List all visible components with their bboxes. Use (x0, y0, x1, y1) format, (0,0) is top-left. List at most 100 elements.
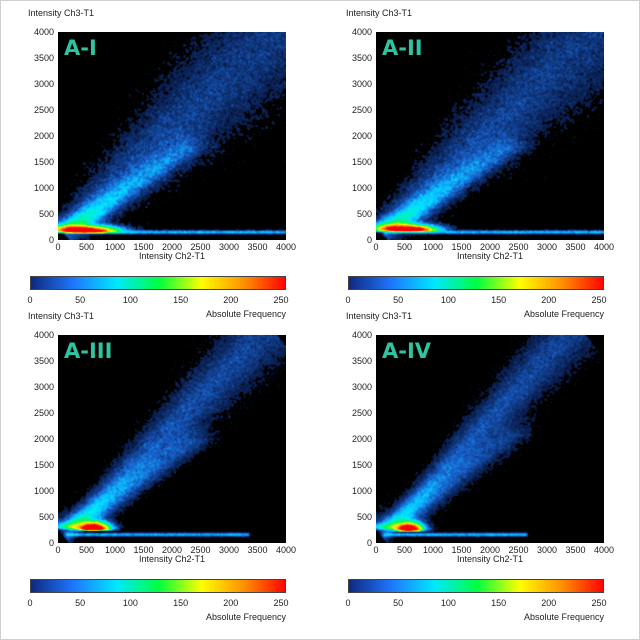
colorbar (30, 579, 286, 593)
x-tick-label: 2500 (190, 545, 211, 555)
density-plot: A-II (376, 32, 604, 240)
y-tick-label: 3500 (33, 53, 54, 63)
x-tick-label: 1500 (451, 545, 472, 555)
panel-a-i: Intensity Ch3-T1 A-I 0 500 1000 1500 2000 2500 3… (8, 8, 308, 319)
y-tick-label: 3000 (351, 382, 372, 392)
y-tick-label: 2000 (351, 131, 372, 141)
colorbar-tick-label: 0 (345, 295, 351, 305)
x-tick-label: 2000 (161, 242, 183, 252)
colorbar-label: Absolute Frequency (523, 309, 604, 319)
panel-a-iv: Intensity Ch3-T1 A-IV 0 500 1000 1500 2000 2500… (326, 311, 626, 622)
y-tick-label: 500 (356, 209, 372, 219)
x-tick-label: 0 (55, 545, 61, 555)
y-tick-label: 1500 (33, 157, 54, 167)
density-heatmap-canvas (58, 32, 286, 240)
y-tick-label: 2500 (351, 408, 372, 418)
panel-tag: A-IV (382, 339, 432, 363)
y-tick-label: 1500 (351, 460, 372, 470)
x-tick-label: 4000 (593, 545, 615, 555)
x-axis-label: Intensity Ch2-T1 (138, 251, 206, 261)
colorbar-tick-label: 150 (173, 598, 189, 608)
colorbar-tick-label: 50 (75, 295, 86, 305)
y-tick-label: 4000 (33, 330, 54, 340)
x-tick-label: 3000 (536, 545, 558, 555)
colorbar-tick-label: 200 (541, 598, 557, 608)
colorbar-tick-label: 100 (440, 295, 456, 305)
colorbar-tick-label: 50 (393, 295, 404, 305)
y-tick-label: 2500 (33, 105, 54, 115)
colorbar (348, 276, 604, 290)
panel-a-iii: Intensity Ch3-T1 A-III 0 500 1000 1500 2000 250… (8, 311, 308, 622)
colorbar-tick-label: 150 (491, 295, 507, 305)
colorbar-tick-label: 0 (27, 598, 33, 608)
x-tick-label: 1000 (422, 545, 444, 555)
y-tick-label: 3500 (33, 356, 54, 366)
x-tick-label: 1000 (422, 242, 444, 252)
x-tick-label: 0 (55, 242, 61, 252)
colorbar-label: Absolute Frequency (523, 612, 604, 622)
y-tick-label: 500 (356, 512, 372, 522)
y-tick-label: 0 (48, 538, 54, 548)
y-tick-label: 0 (366, 538, 372, 548)
density-plot: A-I (58, 32, 286, 240)
y-tick-label: 1500 (351, 157, 372, 167)
density-plot: A-IV (376, 335, 604, 543)
colorbar-tick-label: 250 (591, 598, 607, 608)
x-tick-label: 0 (373, 242, 379, 252)
x-tick-label: 3000 (218, 242, 240, 252)
y-tick-label: 500 (38, 512, 54, 522)
colorbar-tick-label: 50 (75, 598, 86, 608)
colorbar-gradient (349, 277, 603, 289)
y-tick-label: 2000 (351, 434, 372, 444)
y-tick-label: 2500 (351, 105, 372, 115)
x-tick-label: 500 (396, 242, 413, 252)
y-tick-label: 2000 (33, 131, 54, 141)
y-tick-label: 3500 (351, 53, 372, 63)
colorbar (30, 276, 286, 290)
density-heatmap-canvas (58, 335, 286, 543)
y-tick-label: 4000 (351, 330, 372, 340)
x-tick-label: 3000 (536, 242, 558, 252)
y-tick-label: 2000 (33, 434, 54, 444)
x-tick-label: 2500 (508, 545, 529, 555)
colorbar-tick-label: 50 (393, 598, 404, 608)
colorbar-gradient (31, 580, 285, 592)
panel-tag: A-I (64, 36, 97, 60)
x-tick-label: 500 (78, 545, 95, 555)
y-tick-label: 4000 (351, 27, 372, 37)
x-tick-label: 2000 (161, 545, 183, 555)
y-tick-label: 1000 (351, 486, 372, 496)
x-tick-label: 3500 (565, 545, 586, 555)
panel-tag: A-III (64, 339, 113, 363)
y-axis-label: Intensity Ch3-T1 (28, 8, 95, 18)
x-tick-label: 4000 (275, 545, 297, 555)
colorbar-gradient (349, 580, 603, 592)
colorbar-tick-label: 0 (345, 598, 351, 608)
x-tick-label: 3500 (247, 545, 268, 555)
x-tick-label: 3000 (218, 545, 240, 555)
colorbar (348, 579, 604, 593)
colorbar-tick-label: 100 (122, 295, 138, 305)
x-tick-label: 2500 (508, 242, 529, 252)
y-tick-label: 3000 (33, 382, 54, 392)
panel-tag: A-II (382, 36, 423, 60)
x-tick-label: 2000 (479, 545, 501, 555)
y-tick-label: 0 (48, 235, 54, 245)
x-tick-label: 4000 (593, 242, 615, 252)
colorbar-tick-label: 150 (491, 598, 507, 608)
x-tick-label: 500 (396, 545, 413, 555)
panel-a-ii: Intensity Ch3-T1 A-II 0 500 1000 1500 2000 2500… (326, 8, 626, 319)
y-tick-label: 1000 (33, 183, 54, 193)
colorbar-gradient (31, 277, 285, 289)
x-tick-label: 1000 (104, 545, 126, 555)
x-axis-label: Intensity Ch2-T1 (456, 251, 524, 261)
y-tick-label: 1000 (351, 183, 372, 193)
density-heatmap-canvas (376, 32, 604, 240)
colorbar-tick-label: 250 (591, 295, 607, 305)
colorbar-tick-label: 250 (273, 598, 289, 608)
x-tick-label: 500 (78, 242, 95, 252)
y-tick-label: 1500 (33, 460, 54, 470)
colorbar-tick-label: 200 (223, 295, 239, 305)
colorbar-tick-label: 100 (440, 598, 456, 608)
x-tick-label: 3500 (247, 242, 268, 252)
